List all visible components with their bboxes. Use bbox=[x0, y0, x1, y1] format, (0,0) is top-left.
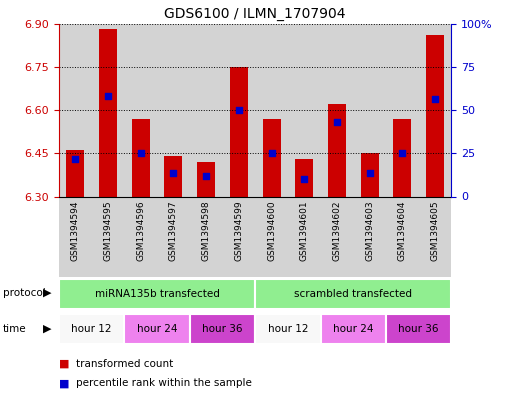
Bar bbox=[197, 162, 215, 196]
Text: ▶: ▶ bbox=[43, 324, 51, 334]
Text: protocol: protocol bbox=[3, 288, 45, 298]
Bar bbox=[230, 67, 248, 196]
Bar bbox=[124, 196, 157, 277]
Point bbox=[202, 173, 210, 180]
Bar bbox=[92, 196, 125, 277]
Text: GSM1394594: GSM1394594 bbox=[71, 200, 80, 261]
Bar bbox=[59, 279, 255, 309]
Bar bbox=[255, 196, 288, 277]
Bar bbox=[353, 24, 386, 196]
Bar bbox=[190, 196, 223, 277]
Bar bbox=[59, 314, 124, 344]
Text: percentile rank within the sample: percentile rank within the sample bbox=[76, 378, 252, 388]
Bar bbox=[223, 24, 255, 196]
Bar bbox=[386, 314, 451, 344]
Text: GSM1394602: GSM1394602 bbox=[332, 200, 342, 261]
Text: GSM1394596: GSM1394596 bbox=[136, 200, 145, 261]
Title: GDS6100 / ILMN_1707904: GDS6100 / ILMN_1707904 bbox=[165, 7, 346, 21]
Bar bbox=[321, 314, 386, 344]
Text: hour 12: hour 12 bbox=[71, 324, 112, 334]
Point bbox=[300, 176, 308, 182]
Point bbox=[398, 150, 406, 156]
Bar bbox=[295, 159, 313, 196]
Text: scrambled transfected: scrambled transfected bbox=[294, 289, 412, 299]
Bar bbox=[263, 119, 281, 196]
Bar bbox=[255, 24, 288, 196]
Bar bbox=[419, 24, 451, 196]
Text: GSM1394600: GSM1394600 bbox=[267, 200, 276, 261]
Bar bbox=[124, 24, 157, 196]
Bar bbox=[255, 279, 451, 309]
Bar bbox=[165, 156, 183, 196]
Text: GSM1394601: GSM1394601 bbox=[300, 200, 309, 261]
Text: ■: ■ bbox=[59, 378, 69, 388]
Text: ■: ■ bbox=[59, 358, 69, 369]
Bar bbox=[157, 24, 190, 196]
Bar bbox=[426, 35, 444, 197]
Bar bbox=[386, 196, 419, 277]
Bar bbox=[393, 119, 411, 196]
Bar bbox=[328, 104, 346, 196]
Text: GSM1394603: GSM1394603 bbox=[365, 200, 374, 261]
Text: GSM1394595: GSM1394595 bbox=[104, 200, 112, 261]
Bar bbox=[255, 314, 321, 344]
Bar bbox=[353, 196, 386, 277]
Point bbox=[366, 170, 374, 176]
Point bbox=[104, 92, 112, 99]
Text: GSM1394599: GSM1394599 bbox=[234, 200, 243, 261]
Text: GSM1394598: GSM1394598 bbox=[202, 200, 211, 261]
Bar bbox=[419, 196, 451, 277]
Text: GSM1394605: GSM1394605 bbox=[430, 200, 440, 261]
Bar bbox=[288, 24, 321, 196]
Text: hour 36: hour 36 bbox=[202, 324, 243, 334]
Text: hour 36: hour 36 bbox=[399, 324, 439, 334]
Bar bbox=[124, 314, 190, 344]
Bar bbox=[59, 24, 92, 196]
Point bbox=[169, 170, 177, 176]
Text: miRNA135b transfected: miRNA135b transfected bbox=[95, 289, 220, 299]
Text: GSM1394597: GSM1394597 bbox=[169, 200, 178, 261]
Bar bbox=[321, 24, 353, 196]
Bar bbox=[386, 24, 419, 196]
Text: transformed count: transformed count bbox=[76, 358, 173, 369]
Bar bbox=[190, 314, 255, 344]
Bar bbox=[99, 29, 117, 196]
Bar bbox=[321, 196, 353, 277]
Text: time: time bbox=[3, 324, 26, 334]
Bar bbox=[59, 196, 92, 277]
Point bbox=[431, 95, 439, 102]
Bar bbox=[132, 119, 150, 196]
Bar bbox=[66, 151, 84, 196]
Text: GSM1394604: GSM1394604 bbox=[398, 200, 407, 261]
Bar bbox=[92, 24, 124, 196]
Text: ▶: ▶ bbox=[43, 288, 51, 298]
Point bbox=[71, 156, 80, 162]
Point bbox=[136, 150, 145, 156]
Text: hour 24: hour 24 bbox=[137, 324, 177, 334]
Bar bbox=[361, 153, 379, 196]
Text: hour 24: hour 24 bbox=[333, 324, 373, 334]
Bar bbox=[157, 196, 190, 277]
Point bbox=[333, 118, 341, 125]
Point bbox=[267, 150, 275, 156]
Bar bbox=[223, 196, 255, 277]
Text: hour 12: hour 12 bbox=[268, 324, 308, 334]
Bar bbox=[190, 24, 223, 196]
Bar bbox=[288, 196, 321, 277]
Point bbox=[235, 107, 243, 113]
